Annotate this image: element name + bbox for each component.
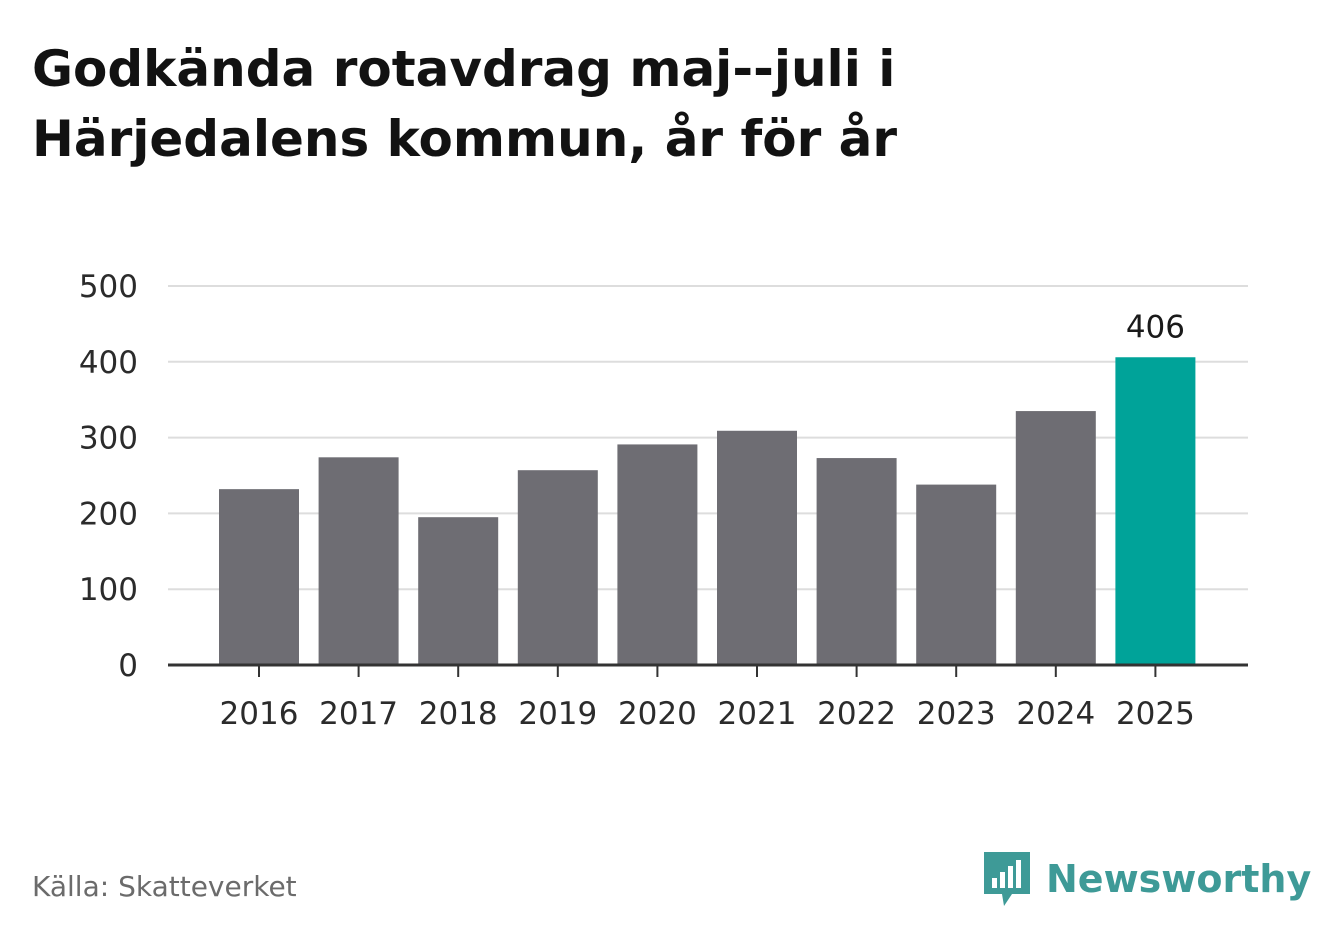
x-tick-label: 2021 (718, 696, 797, 732)
bar-2023 (916, 484, 997, 665)
bar-2021 (717, 430, 797, 665)
y-tick-label: 500 (79, 269, 138, 305)
source-note: Källa: Skatteverket (32, 870, 297, 903)
data-labels: 406 (1126, 309, 1185, 345)
x-tick-label: 2020 (618, 696, 697, 732)
brand-name: Newsworthy (1046, 857, 1312, 901)
x-tick-label: 2019 (518, 696, 597, 732)
x-tick-label: 2025 (1116, 696, 1195, 732)
bar-2018 (418, 517, 499, 665)
bar-2019 (517, 470, 598, 665)
x-tick-label: 2017 (319, 696, 398, 732)
x-tick-label: 2016 (220, 696, 299, 732)
bar-2020 (617, 444, 698, 665)
y-axis-tick-labels: 0 100 200 300 400 500 (79, 269, 138, 684)
bar-2016 (219, 489, 299, 665)
y-tick-label: 300 (79, 421, 138, 457)
data-label: 406 (1126, 309, 1185, 345)
x-tick-label: 2024 (1016, 696, 1095, 732)
bars (219, 357, 1196, 665)
y-tick-label: 400 (79, 345, 138, 381)
bar-chart: 0 100 200 300 400 500 406 2016 2017 2018 2019 202… (79, 269, 1248, 732)
bar-2017 (318, 457, 399, 665)
bar-2022 (816, 458, 897, 665)
y-tick-label: 100 (79, 572, 138, 608)
y-tick-label: 200 (79, 496, 138, 532)
bar-2025 (1115, 357, 1196, 665)
x-tick-label: 2022 (817, 696, 896, 732)
newsworthy-logo-icon (984, 852, 1030, 906)
bar-2024 (1015, 411, 1096, 665)
x-tick-label: 2018 (419, 696, 498, 732)
x-tick-label: 2023 (917, 696, 996, 732)
chart-title: Godkända rotavdrag maj--juli i Härjedale… (32, 40, 898, 168)
newsworthy-logo: Newsworthy (980, 848, 1311, 910)
y-tick-label: 0 (118, 648, 138, 684)
x-axis: 2016 2017 2018 2019 2020 2021 2022 2023 2024 2025 (168, 663, 1248, 732)
